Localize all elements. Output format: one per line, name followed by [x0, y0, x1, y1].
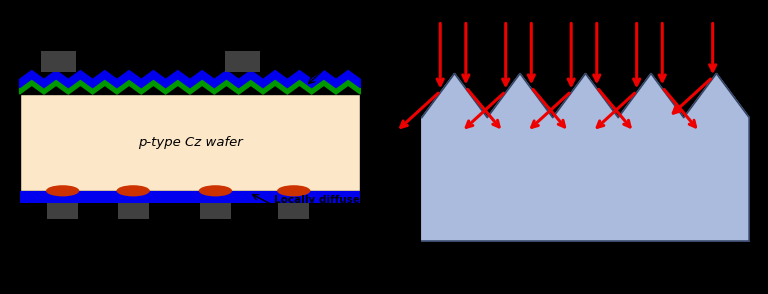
- Text: (Passivated Emitter Rear Locally-diffused): (Passivated Emitter Rear Locally-diffuse…: [81, 283, 299, 293]
- Bar: [41, 51, 76, 72]
- Text: Bifacial PERL: Bifacial PERL: [134, 264, 246, 280]
- Ellipse shape: [199, 185, 232, 196]
- Bar: [278, 203, 310, 219]
- Bar: [20, 191, 360, 203]
- Ellipse shape: [277, 185, 310, 196]
- Bar: [20, 94, 360, 191]
- Bar: [47, 203, 78, 219]
- Ellipse shape: [117, 185, 150, 196]
- Ellipse shape: [46, 185, 79, 196]
- Text: n⁺ emitter: n⁺ emitter: [329, 60, 389, 70]
- Bar: [118, 203, 149, 219]
- Text: Front Ag contact: Front Ag contact: [61, 16, 159, 26]
- Bar: [225, 51, 260, 72]
- Text: Locally diffused
p⁺ BSF: Locally diffused p⁺ BSF: [274, 195, 368, 217]
- Text: p-type Cz wafer: p-type Cz wafer: [137, 136, 243, 149]
- Bar: [200, 203, 231, 219]
- Polygon shape: [20, 79, 360, 94]
- Text: ARC / Passivation: ARC / Passivation: [243, 245, 345, 255]
- Polygon shape: [20, 71, 360, 88]
- Text: ARC / Passivation: ARC / Passivation: [243, 16, 345, 26]
- Text: Rear Ag contact: Rear Ag contact: [62, 245, 157, 255]
- Polygon shape: [422, 74, 749, 241]
